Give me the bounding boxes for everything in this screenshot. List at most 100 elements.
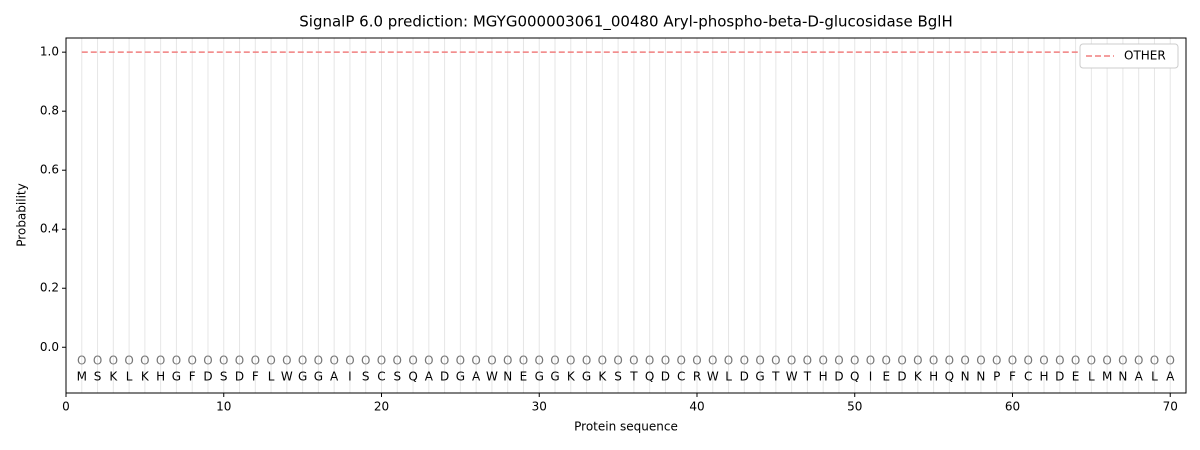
x-tick-label: 0: [62, 400, 70, 414]
residue-letter: L: [725, 370, 732, 384]
residue-letter: G: [172, 370, 181, 384]
residue-letter: Q: [645, 370, 654, 384]
region-label: O: [1165, 354, 1174, 368]
residue-letter: D: [1055, 370, 1064, 384]
residue-letter: E: [882, 370, 890, 384]
legend-label: OTHER: [1124, 49, 1166, 63]
residue-letter: C: [677, 370, 685, 384]
region-label: O: [945, 354, 954, 368]
region-label: O: [93, 354, 102, 368]
region-label: O: [582, 354, 591, 368]
residue-letter: M: [1102, 370, 1112, 384]
residue-letter: D: [897, 370, 906, 384]
residue-letter: W: [281, 370, 293, 384]
residue-letter: I: [348, 370, 352, 384]
region-label: O: [960, 354, 969, 368]
residue-letter: A: [472, 370, 481, 384]
y-tick-label: 1.0: [40, 45, 59, 59]
residue-letter: F: [252, 370, 259, 384]
region-label: O: [755, 354, 764, 368]
residue-letter: W: [786, 370, 798, 384]
residue-letter: N: [1118, 370, 1127, 384]
residue-letter: D: [235, 370, 244, 384]
residue-letter: H: [156, 370, 165, 384]
residue-letter: W: [707, 370, 719, 384]
residue-letter: F: [189, 370, 196, 384]
region-label: O: [471, 354, 480, 368]
residue-letter: F: [1009, 370, 1016, 384]
region-label: O: [613, 354, 622, 368]
y-axis-label: Probability: [15, 183, 29, 246]
region-label: O: [219, 354, 228, 368]
region-label: O: [1087, 354, 1096, 368]
residue-letter: H: [819, 370, 828, 384]
region-label: O: [487, 354, 496, 368]
region-label: O: [503, 354, 512, 368]
legend-box: [1079, 43, 1179, 69]
residue-letter: A: [425, 370, 434, 384]
region-label: O: [740, 354, 749, 368]
residue-letter: S: [220, 370, 228, 384]
region-label: O: [929, 354, 938, 368]
region-label: O: [519, 354, 528, 368]
residue-letter: K: [109, 370, 118, 384]
residue-letter: K: [914, 370, 923, 384]
plot-frame: [65, 37, 1187, 394]
region-label: O: [140, 354, 149, 368]
region-label: O: [1055, 354, 1064, 368]
residue-letter: D: [834, 370, 843, 384]
residue-letter: Q: [850, 370, 859, 384]
region-label: O: [187, 354, 196, 368]
x-tick-label: 60: [1005, 400, 1020, 414]
residue-letter: Q: [408, 370, 417, 384]
residue-letter: H: [929, 370, 938, 384]
region-label: O: [251, 354, 260, 368]
residue-letter: L: [1088, 370, 1095, 384]
region-label: O: [314, 354, 323, 368]
region-label: O: [913, 354, 922, 368]
residue-letter: A: [330, 370, 339, 384]
region-label: O: [282, 354, 291, 368]
region-label: O: [440, 354, 449, 368]
x-tick-label: 30: [532, 400, 547, 414]
region-label: O: [866, 354, 875, 368]
residue-letter: D: [203, 370, 212, 384]
residue-letter: E: [1072, 370, 1080, 384]
region-label: O: [1024, 354, 1033, 368]
residue-letter: K: [567, 370, 576, 384]
residue-letter: S: [362, 370, 370, 384]
x-tick-label: 70: [1163, 400, 1178, 414]
residue-letter: G: [550, 370, 559, 384]
x-axis-label: Protein sequence: [574, 420, 678, 434]
x-tick-label: 10: [216, 400, 231, 414]
region-label: O: [1102, 354, 1111, 368]
region-label: O: [408, 354, 417, 368]
region-label: O: [156, 354, 165, 368]
region-label: O: [377, 354, 386, 368]
x-tick-label: 50: [847, 400, 862, 414]
residue-letter: S: [614, 370, 622, 384]
residue-letter: M: [77, 370, 87, 384]
region-label: O: [834, 354, 843, 368]
residue-letter: K: [598, 370, 607, 384]
residue-letter: N: [976, 370, 985, 384]
region-label: O: [692, 354, 701, 368]
region-label: O: [329, 354, 338, 368]
residue-letter: T: [803, 370, 812, 384]
region-label: O: [598, 354, 607, 368]
residue-letter: G: [314, 370, 323, 384]
region-label: O: [676, 354, 685, 368]
residue-letter: W: [486, 370, 498, 384]
x-tick-label: 20: [374, 400, 389, 414]
region-label: O: [818, 354, 827, 368]
residue-letter: E: [520, 370, 528, 384]
region-label: O: [1071, 354, 1080, 368]
residue-letter: N: [961, 370, 970, 384]
region-label: O: [882, 354, 891, 368]
residue-letter: L: [126, 370, 133, 384]
residue-letter: P: [993, 370, 1000, 384]
region-label: O: [345, 354, 354, 368]
region-label: O: [535, 354, 544, 368]
region-label: O: [803, 354, 812, 368]
residue-letter: I: [869, 370, 873, 384]
